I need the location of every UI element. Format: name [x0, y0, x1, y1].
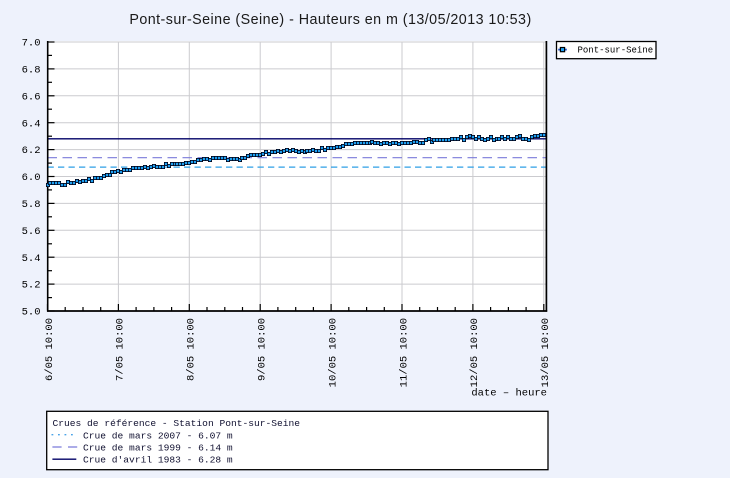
svg-text:Crue de mars 1999 - 6.14 m: Crue de mars 1999 - 6.14 m: [83, 443, 233, 454]
svg-text:6/05 10:00: 6/05 10:00: [44, 318, 56, 381]
svg-text:9/05 10:00: 9/05 10:00: [257, 318, 269, 381]
svg-text:5.2: 5.2: [22, 280, 41, 292]
svg-text:11/05 10:00: 11/05 10:00: [398, 318, 410, 387]
svg-text:5.0: 5.0: [22, 307, 41, 319]
svg-text:6.2: 6.2: [22, 145, 41, 157]
svg-text:Crue de mars 2007 - 6.07 m: Crue de mars 2007 - 6.07 m: [83, 430, 233, 441]
svg-text:7.0: 7.0: [22, 38, 41, 50]
svg-text:Crue d'avril 1983 - 6.28 m: Crue d'avril 1983 - 6.28 m: [83, 455, 233, 466]
svg-text:5.6: 5.6: [22, 226, 41, 238]
svg-text:Pont-sur-Seine: Pont-sur-Seine: [578, 46, 654, 56]
svg-text:Pont-sur-Seine (Seine) - Haute: Pont-sur-Seine (Seine) - Hauteurs en m (…: [129, 12, 531, 28]
svg-text:6.0: 6.0: [22, 172, 41, 184]
svg-text:10/05 10:00: 10/05 10:00: [327, 318, 339, 387]
svg-text:6.6: 6.6: [22, 91, 41, 103]
svg-text:8/05 10:00: 8/05 10:00: [186, 318, 198, 381]
svg-text:12/05 10:00: 12/05 10:00: [469, 318, 481, 387]
svg-text:5.4: 5.4: [22, 253, 41, 265]
svg-text:5.8: 5.8: [22, 199, 41, 211]
svg-text:6.4: 6.4: [22, 118, 41, 130]
svg-text:7/05 10:00: 7/05 10:00: [115, 318, 127, 381]
svg-text:13/05 10:00: 13/05 10:00: [540, 318, 552, 387]
svg-text:date – heure: date – heure: [471, 388, 547, 400]
svg-text:6.8: 6.8: [22, 65, 41, 77]
svg-text:Crues de référence - Station P: Crues de référence - Station Pont-sur-Se…: [53, 418, 301, 429]
